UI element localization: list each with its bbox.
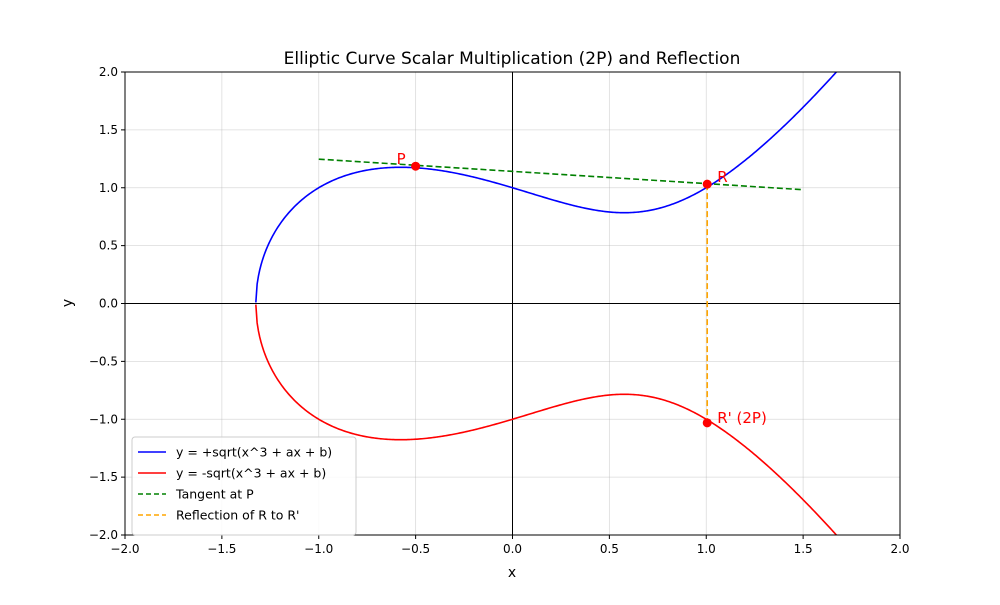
chart-title: Elliptic Curve Scalar Multiplication (2P…: [284, 49, 741, 69]
series-line-0: [255, 72, 838, 303]
legend: y = +sqrt(x^3 + ax + b) y = -sqrt(x^3 + a…: [131, 436, 357, 536]
y-axis-label: y: [60, 299, 76, 307]
x-tick-label: −2.0: [110, 542, 139, 556]
axis-ticks: −2.0 −1.5 −1.0 −0.5 0.0 0.5 1.0 1.5 2.0 −2.0 −1.5 −…: [89, 65, 910, 556]
point-label: R: [717, 168, 727, 186]
y-tick-label: −2.0: [89, 528, 118, 542]
x-tick-label: 1.5: [794, 542, 813, 556]
y-tick-label: −1.5: [89, 470, 118, 484]
zero-axes: [125, 72, 900, 535]
x-tick-label: −1.5: [207, 542, 236, 556]
point-label: P: [397, 150, 406, 168]
legend-box: [131, 436, 357, 536]
y-tick-label: 2.0: [99, 65, 118, 79]
x-tick-label: 1.0: [697, 542, 716, 556]
y-tick-label: 1.0: [99, 181, 118, 195]
y-tick-label: 0.5: [99, 239, 118, 253]
plot-area: P R R' (2P): [255, 72, 838, 535]
x-tick-label: −0.5: [401, 542, 430, 556]
y-tick-label: 0.0: [99, 297, 118, 311]
series-line-1: [255, 304, 838, 535]
y-tick-label: −0.5: [89, 354, 118, 368]
x-tick-label: 0.0: [503, 542, 522, 556]
legend-label: y = +sqrt(x^3 + ax + b): [176, 445, 332, 460]
y-tick-label: 1.5: [99, 123, 118, 137]
point-label: R' (2P): [717, 409, 767, 427]
legend-label: Tangent at P: [175, 487, 254, 502]
x-axis-label: x: [508, 565, 516, 581]
x-tick-label: 2.0: [890, 542, 909, 556]
x-tick-label: −1.0: [304, 542, 333, 556]
point-marker: [702, 418, 712, 428]
x-tick-label: 0.5: [600, 542, 619, 556]
point-marker: [411, 161, 421, 171]
y-tick-label: −1.0: [89, 412, 118, 426]
legend-label: y = -sqrt(x^3 + ax + b): [176, 466, 326, 481]
legend-label: Reflection of R to R': [176, 508, 300, 523]
point-marker: [702, 179, 712, 189]
